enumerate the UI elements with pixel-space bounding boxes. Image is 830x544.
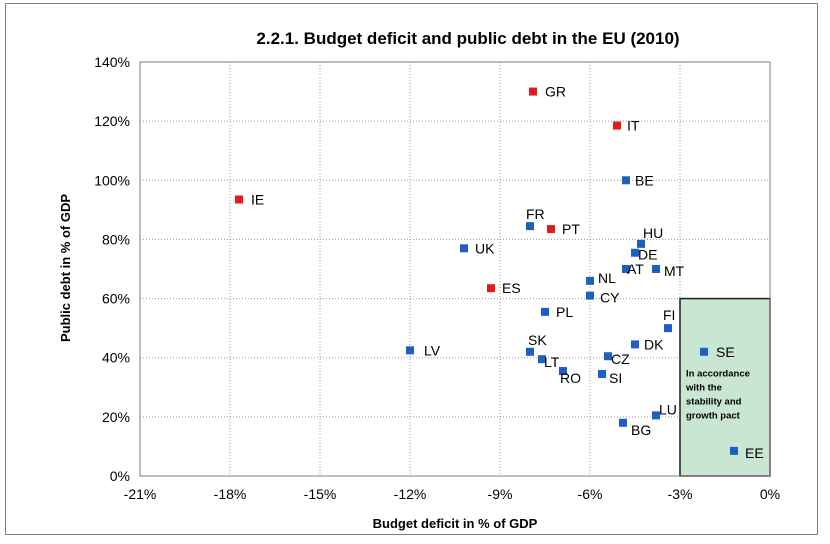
- point-label-uk: UK: [475, 240, 495, 256]
- point-label-mt: MT: [664, 263, 685, 279]
- point-label-es: ES: [502, 280, 521, 296]
- point-label-cy: CY: [600, 290, 620, 306]
- stability-pact-zone-box: [679, 297, 771, 477]
- zone-label-line: growth pact: [686, 411, 741, 422]
- x-tick-label: -6%: [578, 486, 603, 502]
- point-label-ee: EE: [745, 445, 764, 461]
- point-label-fi: FI: [663, 307, 675, 323]
- point-se: [700, 347, 708, 356]
- point-lu: [652, 411, 660, 420]
- point-ee: [730, 446, 738, 455]
- y-tick-label: 80%: [102, 231, 130, 247]
- point-label-hu: HU: [643, 225, 663, 241]
- point-ro: [559, 367, 567, 376]
- point-label-gr: GR: [545, 84, 566, 100]
- x-tick-label: -3%: [668, 486, 693, 502]
- point-label-lt: LT: [544, 354, 560, 370]
- point-label-dk: DK: [644, 336, 664, 352]
- x-tick-label: -12%: [394, 486, 427, 502]
- x-tick-label: -21%: [124, 486, 157, 502]
- point-sk: [526, 347, 534, 356]
- point-be: [622, 176, 630, 185]
- point-uk: [460, 244, 468, 253]
- x-tick-label: -18%: [214, 486, 247, 502]
- x-tick-label: -15%: [304, 486, 337, 502]
- x-axis-ticks: -21% -18% -15% -12% -9% -6% -3% 0%: [124, 486, 780, 502]
- point-label-pl: PL: [556, 304, 573, 320]
- point-ie: [235, 195, 243, 204]
- point-label-fr: FR: [526, 206, 545, 222]
- point-nl: [586, 276, 594, 285]
- point-lt: [538, 355, 546, 364]
- point-cz: [604, 352, 612, 361]
- point-label-cz: CZ: [611, 351, 630, 367]
- point-gr: [529, 87, 537, 96]
- stability-pact-zone: [679, 297, 771, 477]
- chart-frame: [5, 3, 818, 535]
- point-dk: [631, 340, 639, 349]
- point-pt: [547, 225, 555, 234]
- point-es: [487, 284, 495, 293]
- point-it: [613, 121, 621, 130]
- point-label-at: AT: [627, 261, 644, 277]
- point-label-ie: IE: [251, 192, 264, 208]
- point-label-si: SI: [609, 370, 622, 386]
- point-label-bg: BG: [631, 422, 651, 438]
- point-label-lu: LU: [659, 401, 677, 417]
- point-label-it: IT: [627, 118, 640, 134]
- point-fi: [664, 324, 672, 333]
- point-cy: [586, 291, 594, 300]
- point-bg: [619, 418, 627, 427]
- y-axis-ticks: 0% 20% 40% 60% 80% 100% 120% 140%: [94, 54, 130, 484]
- point-lv: [406, 346, 414, 355]
- point-si: [598, 369, 606, 378]
- point-label-sk: SK: [528, 332, 547, 348]
- x-tick-label: -9%: [488, 486, 513, 502]
- x-tick-label: 0%: [760, 486, 780, 502]
- zone-label-line: In accordance: [686, 369, 750, 380]
- y-tick-label: 40%: [102, 350, 130, 366]
- data-points: GR IT IE PT ES BE FR HU DE UK AT MT NL CY PL FI DK SE LV SK…: [235, 84, 764, 461]
- point-label-pt: PT: [562, 221, 580, 237]
- y-axis-title: Public debt in % of GDP: [58, 194, 73, 342]
- point-hu: [637, 239, 645, 248]
- point-label-ro: RO: [560, 370, 581, 386]
- zone-label-line: with the: [685, 383, 722, 394]
- point-fr: [526, 222, 534, 231]
- chart-title: 2.2.1. Budget deficit and public debt in…: [256, 29, 679, 48]
- y-tick-label: 0%: [110, 468, 130, 484]
- point-label-se: SE: [716, 344, 735, 360]
- y-tick-label: 140%: [94, 54, 130, 70]
- zone-label-line: stability and: [686, 397, 742, 408]
- point-mt: [652, 265, 660, 273]
- point-at: [622, 265, 630, 273]
- y-tick-label: 120%: [94, 113, 130, 129]
- point-de: [631, 248, 639, 257]
- y-tick-label: 100%: [94, 172, 130, 188]
- point-label-lv: LV: [424, 342, 441, 358]
- y-tick-label: 60%: [102, 291, 130, 307]
- y-tick-label: 20%: [102, 409, 130, 425]
- point-label-be: BE: [635, 172, 654, 188]
- plot-area-border: [139, 61, 771, 477]
- point-pl: [541, 307, 549, 316]
- stability-pact-zone-label: In accordance with the stability and growth…: [685, 369, 750, 422]
- point-label-nl: NL: [598, 270, 616, 286]
- x-axis-title: Budget deficit in % of GDP: [373, 516, 538, 531]
- point-label-de: DE: [638, 247, 657, 263]
